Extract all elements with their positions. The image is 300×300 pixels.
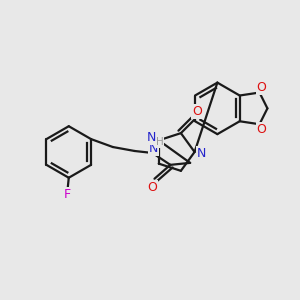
Text: N: N — [147, 131, 157, 144]
Text: N: N — [197, 148, 206, 160]
Text: O: O — [256, 81, 266, 94]
Text: H: H — [156, 137, 163, 147]
Text: F: F — [64, 188, 71, 201]
Text: O: O — [192, 105, 202, 118]
Text: O: O — [148, 181, 158, 194]
Text: O: O — [256, 123, 266, 136]
Text: N: N — [149, 142, 158, 154]
